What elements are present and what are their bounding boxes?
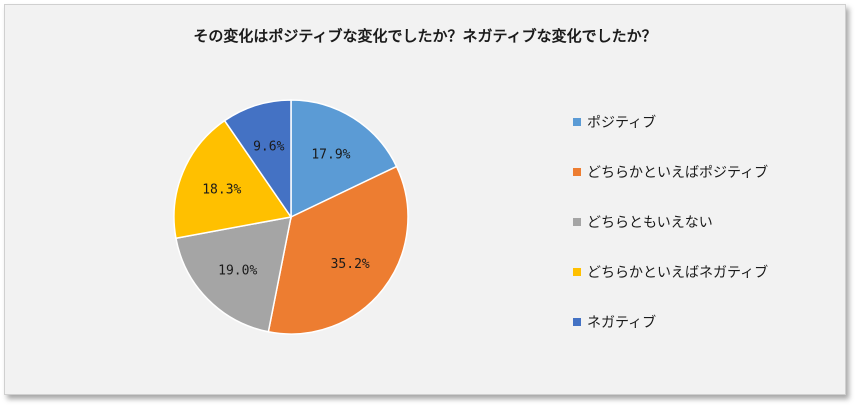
pie-slice	[290, 99, 398, 219]
legend-swatch	[573, 117, 581, 126]
legend-item: どちらかといえばポジティブ	[573, 159, 843, 184]
legend-label: ネガティブ	[587, 314, 657, 331]
legend-swatch	[573, 267, 581, 276]
pie-slice	[267, 165, 409, 335]
legend-item: どちらかといえばネガティブ	[573, 259, 843, 284]
pie-slice	[173, 119, 293, 240]
legend-swatch	[573, 217, 581, 226]
pie-plot: 17.9% 35.2% 19.0% 18.3% 9.6%	[173, 99, 409, 335]
data-label: 18.3%	[202, 182, 241, 197]
legend-label: どちらともいえない	[587, 214, 713, 231]
chart-title: その変化はポジティブな変化でしたか？ネガティブな変化でしたか？	[193, 27, 657, 45]
legend-label: どちらかといえばネガティブ	[587, 264, 769, 281]
pie-slice	[223, 99, 292, 220]
data-label: 9.6%	[253, 139, 284, 154]
chart-area: その変化はポジティブな変化でしたか？ネガティブな変化でしたか？ 17.9% 35.…	[4, 4, 846, 395]
legend-swatch	[573, 167, 581, 176]
data-label: 17.9%	[311, 148, 350, 163]
legend-item: ポジティブ	[573, 109, 843, 134]
pie-slice	[175, 216, 292, 333]
legend-item: どちらともいえない	[573, 209, 843, 234]
legend-label: どちらかといえばポジティブ	[587, 164, 769, 181]
legend: ポジティブどちらかといえばポジティブ どちらともいえないどちらかといえばネガティブ…	[573, 109, 843, 359]
data-label: 19.0%	[218, 264, 257, 279]
data-label: 35.2%	[331, 257, 370, 272]
legend-swatch	[573, 317, 581, 326]
legend-item: ネガティブ	[573, 309, 843, 334]
legend-label: ポジティブ	[587, 114, 657, 131]
